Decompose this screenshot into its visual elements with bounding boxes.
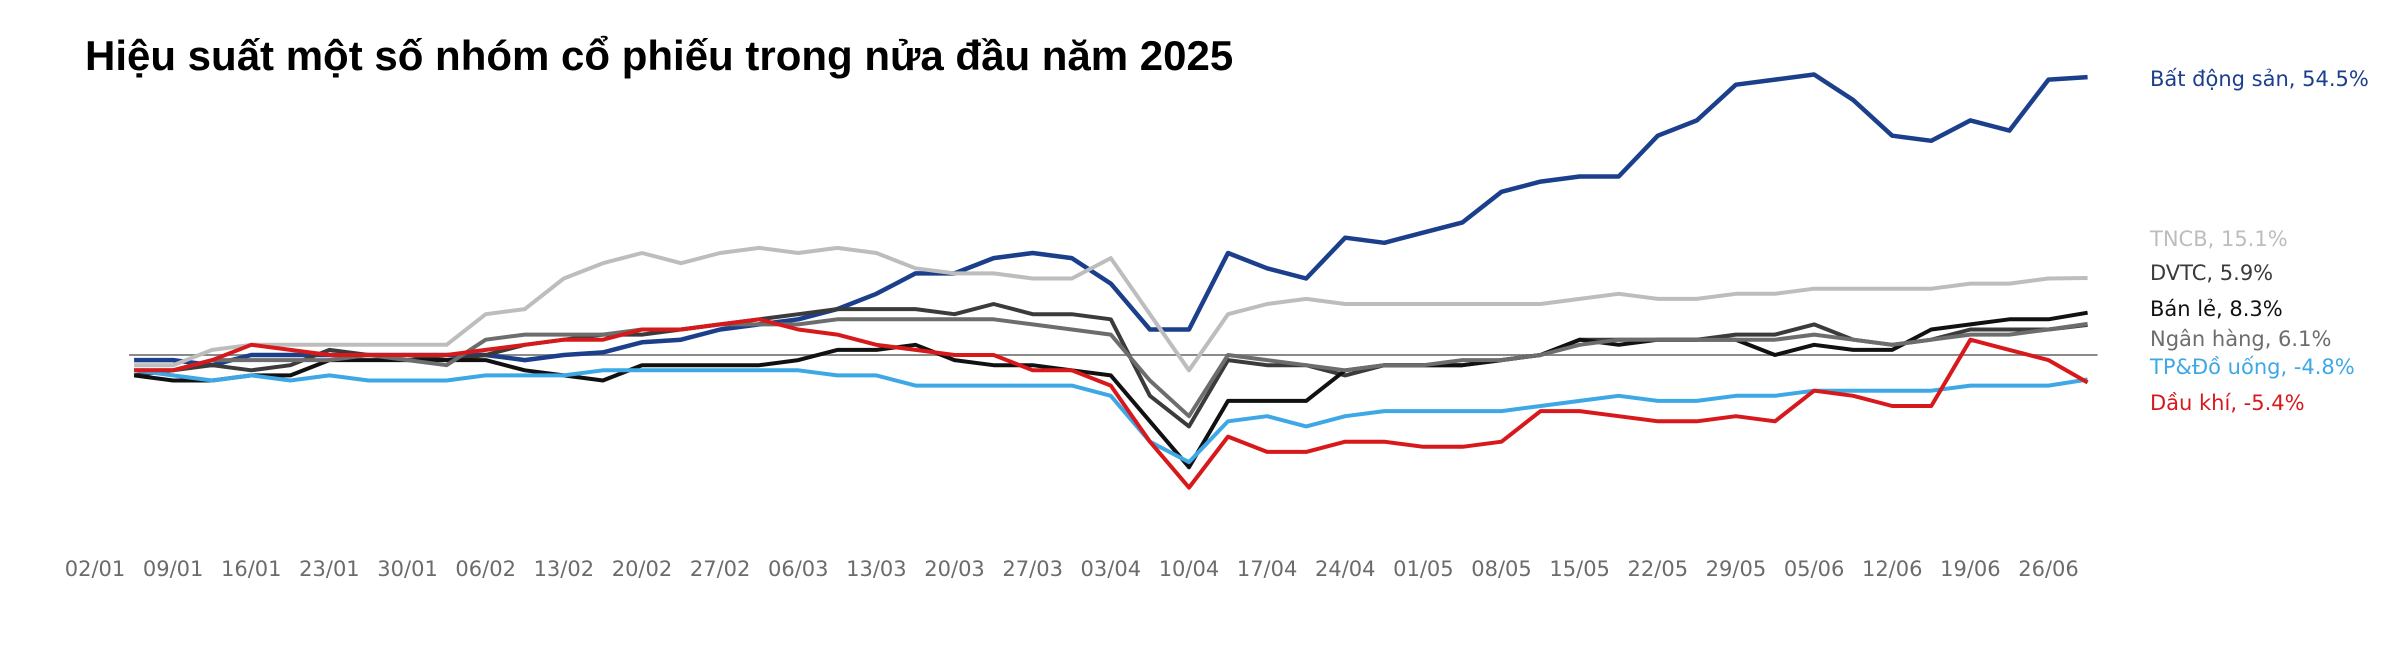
x-tick-label: 17/04	[1237, 557, 1298, 581]
series-line	[133, 368, 2088, 465]
x-tick-label: 27/02	[690, 557, 751, 581]
series-label: DVTC, 5.9%	[2150, 261, 2273, 285]
series-label: TP&Đồ uống, -4.8%	[2149, 355, 2355, 379]
chart-title: Hiệu suất một số nhóm cổ phiếu trong nửa…	[85, 32, 1233, 79]
x-tick-label: 20/02	[612, 557, 673, 581]
x-tick-label: 05/06	[1784, 557, 1845, 581]
x-tick-label: 29/05	[1706, 557, 1767, 581]
x-tick-label: 20/03	[924, 557, 985, 581]
x-tick-label: 01/05	[1393, 557, 1454, 581]
x-tick-label: 16/01	[221, 557, 282, 581]
x-tick-label: 06/03	[768, 557, 829, 581]
x-tick-label: 15/05	[1549, 557, 1610, 581]
x-tick-label: 10/04	[1159, 557, 1220, 581]
x-tick-label: 09/01	[143, 557, 204, 581]
series-label: Dầu khí, -5.4%	[2150, 391, 2305, 415]
series-label: Ngân hàng, 6.1%	[2150, 327, 2331, 351]
series-label: TNCB, 15.1%	[2149, 227, 2288, 251]
series-label: Bán lẻ, 8.3%	[2150, 297, 2283, 321]
x-tick-label: 12/06	[1862, 557, 1923, 581]
x-tick-label: 02/01	[65, 557, 126, 581]
series-line	[134, 245, 2088, 373]
x-tick-label: 23/01	[299, 557, 360, 581]
series-line	[133, 310, 2088, 470]
x-tick-label: 24/04	[1315, 557, 1376, 581]
x-tick-label: 27/03	[1002, 557, 1063, 581]
x-tick-label: 30/01	[377, 557, 438, 581]
series-line	[134, 317, 2089, 490]
x-tick-label: 06/02	[455, 557, 516, 581]
x-tick-label: 08/05	[1471, 557, 1532, 581]
x-tick-label: 13/03	[846, 557, 907, 581]
x-tick-label: 13/02	[534, 557, 595, 581]
series-label: Bất động sản, 54.5%	[2150, 67, 2369, 91]
series-line	[134, 317, 2088, 419]
x-tick-label: 22/05	[1628, 557, 1689, 581]
x-tick-label: 19/06	[1940, 557, 2001, 581]
x-tick-label: 03/04	[1081, 557, 1142, 581]
x-tick-label: 26/06	[2018, 557, 2079, 581]
